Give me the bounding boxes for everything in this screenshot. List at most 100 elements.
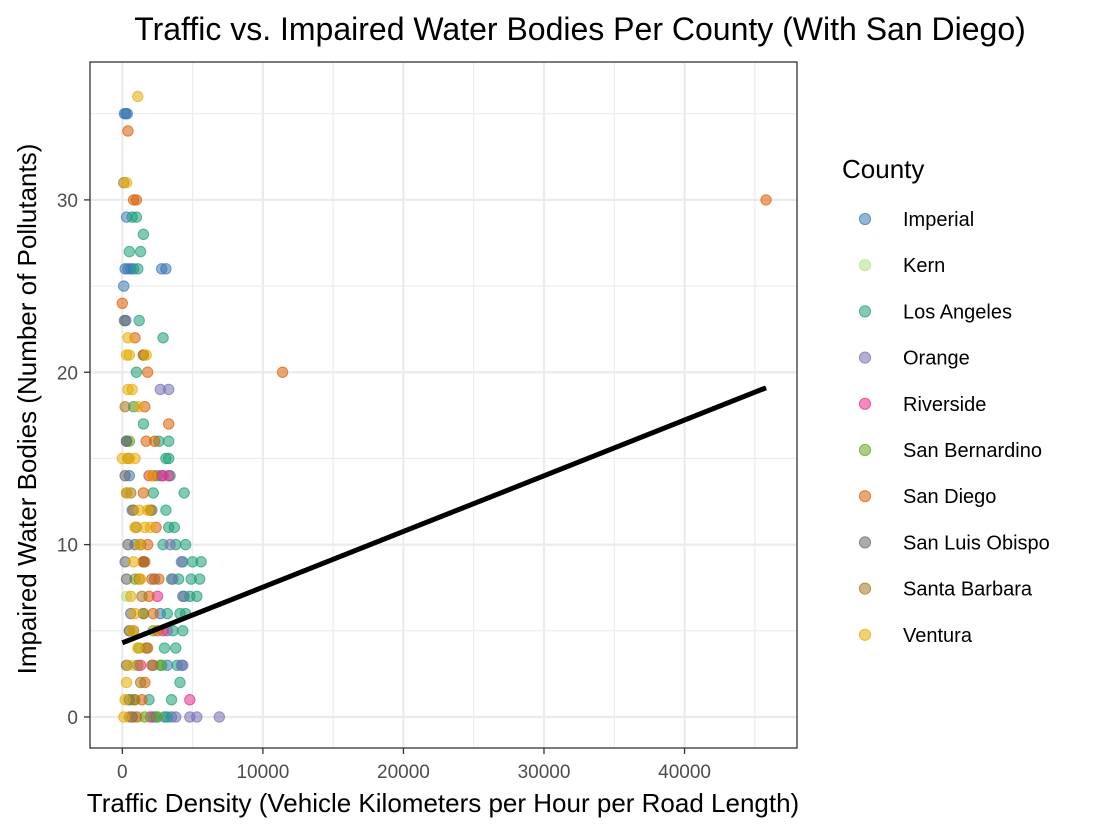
point-los-angeles (170, 642, 182, 654)
legend-key-riverside (858, 397, 872, 410)
point-imperial (121, 108, 133, 120)
point-san-diego (146, 659, 158, 671)
point-santa-barbara (139, 556, 151, 568)
x-axis-title: Traffic Density (Vehicle Kilometers per … (87, 788, 799, 818)
point-san-diego (147, 607, 159, 620)
point-orange (213, 711, 226, 723)
point-los-angeles (147, 487, 159, 499)
legend-key-san-diego (858, 490, 872, 503)
point-santa-barbara (129, 694, 141, 706)
point-ventura (140, 349, 152, 361)
plot-panel-border (89, 61, 798, 749)
point-san-diego (122, 125, 134, 137)
point-los-angeles (161, 607, 174, 620)
legend-label-kern: Kern (903, 255, 945, 277)
point-santa-barbara (119, 401, 131, 413)
point-san-luis-obispo (122, 538, 134, 551)
point-orange (177, 590, 189, 603)
data-points (116, 90, 772, 723)
y-tick-label: 30 (57, 191, 78, 212)
point-orange (163, 383, 175, 396)
point-ventura (120, 676, 133, 689)
point-riverside (163, 469, 175, 482)
y-axis-title: Impaired Water Bodies (Number of Polluta… (12, 144, 42, 675)
point-los-angeles (158, 642, 171, 654)
point-ventura (141, 504, 154, 516)
point-ventura (129, 521, 141, 534)
point-san-diego (276, 366, 289, 378)
point-ventura (144, 521, 157, 534)
point-san-diego (130, 194, 143, 206)
legend-key-kern (858, 259, 872, 272)
y-tick-label: 20 (57, 363, 78, 384)
chart-title: Traffic vs. Impaired Water Bodies Per Co… (134, 11, 1026, 47)
point-orange (191, 711, 203, 723)
point-san-luis-obispo (119, 469, 131, 482)
x-tick-label: 40000 (658, 762, 711, 783)
point-san-diego (116, 297, 129, 310)
point-ventura (134, 573, 147, 585)
point-los-angeles (191, 590, 203, 603)
point-ventura (122, 332, 134, 344)
point-ventura (123, 349, 136, 361)
point-san-diego (137, 487, 150, 499)
x-tick-label: 20000 (377, 762, 430, 783)
point-los-angeles (123, 245, 136, 258)
x-tick-label: 0 (117, 762, 128, 783)
point-los-angeles (130, 211, 143, 223)
point-los-angeles (178, 487, 190, 499)
point-ventura (132, 642, 144, 654)
x-tick-label: 30000 (518, 762, 571, 783)
point-ventura (118, 711, 130, 723)
legend: County Imperial Kern Los Angeles Orange Rive… (842, 154, 1050, 647)
point-san-luis-obispo (118, 314, 131, 327)
point-san-bernardino (151, 711, 164, 723)
point-san-diego (760, 194, 772, 206)
trend-line (121, 385, 767, 646)
point-ventura (122, 659, 134, 671)
point-ventura (120, 176, 133, 189)
point-san-diego (163, 418, 175, 430)
point-los-angeles (134, 245, 147, 258)
point-los-angeles (163, 452, 175, 465)
point-los-angeles (195, 556, 207, 568)
point-santa-barbara (132, 659, 144, 671)
legend-key-san-bernardino (858, 443, 872, 457)
legend-label-san-bernardino: San Bernardino (903, 440, 1042, 462)
point-san-diego (148, 435, 161, 447)
point-los-angeles (168, 521, 181, 534)
point-ventura (132, 90, 144, 103)
point-los-angeles (177, 625, 189, 637)
legend-key-ventura (858, 628, 872, 641)
legend-label-orange: Orange (903, 348, 970, 370)
point-los-angeles (160, 504, 172, 516)
legend-label-san-luis-obispo: San Luis Obispo (903, 532, 1050, 554)
x-axis-ticks: 0 10000 20000 30000 40000 (117, 748, 711, 783)
point-santa-barbara (136, 590, 148, 603)
legend-key-los-angeles (858, 305, 872, 318)
point-orange (175, 556, 188, 568)
point-santa-barbara (141, 642, 154, 654)
point-santa-barbara (134, 676, 147, 689)
y-tick-label: 0 (67, 708, 78, 729)
point-orange (170, 711, 182, 723)
point-ventura (126, 383, 138, 396)
x-tick-label: 10000 (236, 762, 289, 783)
y-tick-label: 10 (57, 536, 78, 557)
point-riverside (184, 694, 196, 706)
point-ventura (144, 469, 157, 482)
point-los-angeles (137, 228, 150, 241)
point-ventura (125, 590, 137, 603)
legend-label-ventura: Ventura (903, 625, 973, 647)
point-los-angeles (157, 332, 169, 344)
point-los-angeles (174, 676, 186, 689)
point-los-angeles (165, 694, 178, 706)
point-san-diego (141, 366, 154, 378)
point-san-luis-obispo (120, 435, 133, 447)
point-ventura (126, 625, 138, 637)
legend-title: County (842, 154, 924, 184)
legend-key-imperial (858, 212, 872, 226)
point-ventura (127, 556, 140, 568)
point-orange (175, 659, 188, 671)
point-imperial (160, 263, 172, 275)
